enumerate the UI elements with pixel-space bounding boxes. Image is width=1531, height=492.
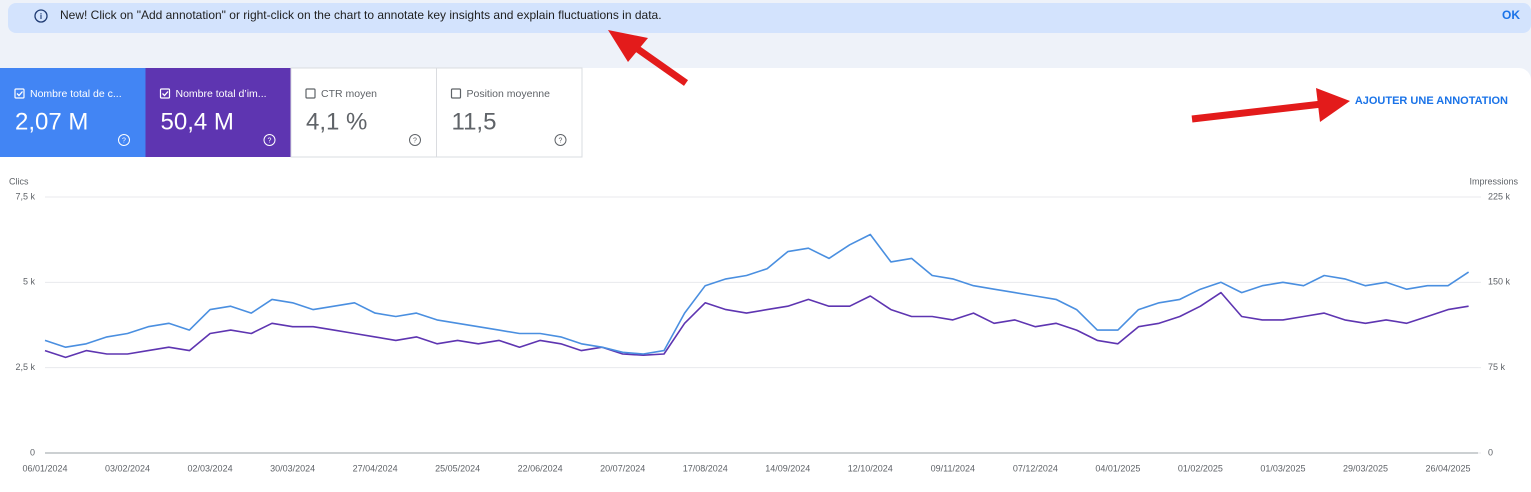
metric-cards: Nombre total de c...2,07 M?Nombre total …	[0, 67, 583, 158]
x-tick-label: 25/05/2024	[435, 463, 480, 473]
y-axis-label: Clics	[9, 176, 29, 186]
arrow-head	[608, 30, 648, 62]
x-tick-label: 04/01/2025	[1095, 463, 1140, 473]
card-bg	[436, 67, 583, 158]
banner-ok[interactable]: OK	[1502, 8, 1520, 22]
metric-card[interactable]: Position moyenne 11,5?	[436, 67, 583, 158]
x-tick-label: 27/04/2024	[353, 463, 398, 473]
card-label: CTR moyen	[321, 88, 377, 100]
x-tick-label: 03/02/2024	[105, 463, 150, 473]
card-label: Position moyenne	[467, 88, 551, 100]
card-value: 50,4 M	[161, 108, 234, 135]
red-arrows	[608, 30, 1350, 123]
add-annotation[interactable]: AJOUTER UNE ANNOTATION	[1355, 95, 1508, 107]
help-glyph: ?	[268, 137, 272, 144]
y-tick-label: 0	[30, 447, 35, 457]
x-tick-label: 07/12/2024	[1013, 463, 1058, 473]
arrow-head	[1316, 88, 1350, 122]
card-label: Nombre total de c...	[30, 88, 122, 100]
x-tick-label: 01/02/2025	[1178, 463, 1223, 473]
x-tick-label: 17/08/2024	[683, 463, 728, 473]
checkbox	[305, 88, 316, 99]
checkmark	[162, 91, 169, 97]
arrow-shaft	[629, 42, 689, 86]
panel-bottom	[0, 420, 1531, 492]
checkbox	[450, 88, 462, 99]
arrow-shaft	[1191, 100, 1323, 123]
checkbox	[14, 88, 25, 99]
x-tick-label: 22/06/2024	[518, 463, 563, 473]
y-tick-label: 7,5 k	[15, 191, 35, 201]
help-icon	[554, 134, 567, 146]
help-icon	[409, 134, 421, 146]
info-glyph: i	[40, 12, 42, 21]
checkbox	[159, 88, 171, 99]
x-tick-label: 09/11/2024	[931, 463, 975, 473]
x-tick-label: 30/03/2024	[270, 463, 315, 473]
chart: Clics Impressions 0 2,5 k 5 k 7,5 k 0 75 k 150 k…	[9, 176, 1519, 473]
card-value: 2,07 M	[15, 108, 88, 135]
card-bg	[0, 68, 146, 157]
x-tick-label: 02/03/2024	[188, 463, 233, 473]
series-line	[44, 233, 1470, 355]
help-icon	[118, 134, 130, 146]
x-tick-label: 14/09/2024	[765, 463, 810, 473]
metric-card[interactable]: Nombre total d’im... 50,4 M?	[145, 68, 292, 157]
card-value: 4,1 %	[306, 108, 367, 135]
metric-card[interactable]: CTR moyen 4,1 %?	[290, 67, 437, 158]
series-line	[44, 291, 1469, 359]
x-tick-label: 20/07/2024	[600, 463, 645, 473]
help-glyph: ?	[413, 137, 417, 144]
help-icon	[263, 134, 276, 146]
y-tick-label: 5 k	[23, 277, 36, 287]
card-value: 11,5	[452, 108, 497, 135]
y2-tick-label: 0	[1488, 447, 1493, 457]
banner-text: New! Click on "Add annotation" or right-…	[60, 8, 662, 22]
x-tick-label: 12/10/2024	[848, 463, 893, 473]
help-glyph: ?	[559, 137, 563, 144]
y2-tick-label: 225 k	[1488, 191, 1511, 201]
x-tick-label: 01/03/2025	[1260, 463, 1305, 473]
panel	[0, 68, 1531, 492]
banner	[8, 3, 1531, 33]
x-tick-label: 06/01/2024	[22, 463, 67, 473]
help-glyph: ?	[122, 137, 126, 144]
y2-tick-label: 150 k	[1488, 277, 1511, 287]
info-icon	[34, 9, 48, 23]
x-tick-label: 26/04/2025	[1425, 463, 1470, 473]
y2-tick-label: 75 k	[1488, 362, 1506, 372]
x-tick-label: 29/03/2025	[1343, 463, 1388, 473]
y2-axis-label: Impressions	[1469, 176, 1518, 186]
card-bg	[145, 68, 291, 157]
checkmark	[16, 91, 23, 97]
card-bg	[290, 67, 437, 158]
y-tick-label: 2,5 k	[15, 362, 35, 372]
card-label: Nombre total d’im...	[176, 88, 267, 100]
metric-card[interactable]: Nombre total de c... 2,07 M?	[0, 68, 146, 157]
